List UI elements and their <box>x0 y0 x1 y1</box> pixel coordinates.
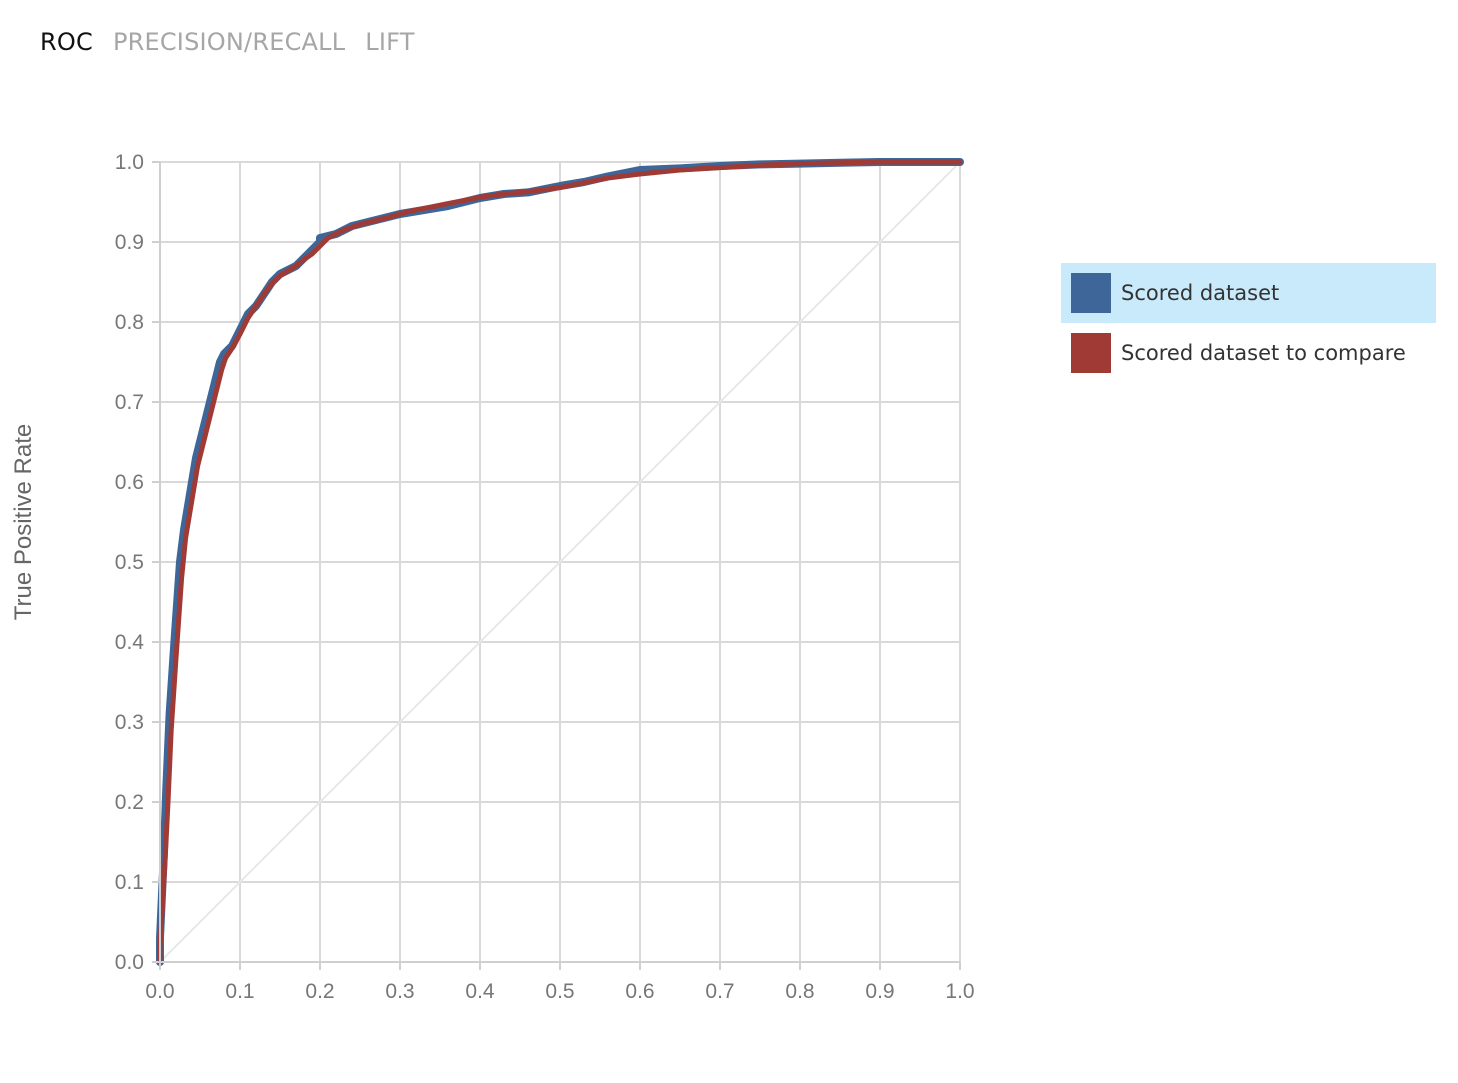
x-tick-label: 0.8 <box>785 980 814 1003</box>
y-tick-label: 0.0 <box>115 951 144 974</box>
chart-series <box>156 158 964 966</box>
legend-swatch-red <box>1071 333 1111 373</box>
x-tick-label: 0.3 <box>385 980 414 1003</box>
roc-chart: 0.0 0.1 0.2 0.3 0.4 0.5 0.6 0.7 0.8 0.9 1.0 0.0 0.1… <box>10 151 975 1003</box>
y-tick-label: 0.5 <box>115 551 144 574</box>
legend-label: Scored dataset to compare <box>1121 341 1406 365</box>
chart-grid <box>159 161 961 963</box>
legend-item-scored-dataset-to-compare[interactable]: Scored dataset to compare <box>1061 323 1436 383</box>
tab-roc[interactable]: ROC <box>40 28 93 56</box>
y-tick-label: 0.9 <box>115 231 144 254</box>
chart-legend: Scored dataset Scored dataset to compare <box>1061 263 1436 383</box>
x-tick-label: 0.9 <box>865 980 894 1003</box>
y-axis-label: True Positive Rate <box>10 424 37 621</box>
x-tick-labels: 0.0 0.1 0.2 0.3 0.4 0.5 0.6 0.7 0.8 0.9 1.0 <box>145 980 974 1003</box>
x-tick-label: 0.1 <box>225 980 254 1003</box>
y-tick-label: 1.0 <box>115 151 144 174</box>
chart-axes <box>152 161 961 970</box>
tab-precision-recall[interactable]: PRECISION/RECALL <box>112 28 346 56</box>
y-tick-label: 0.6 <box>115 471 144 494</box>
y-tick-label: 0.8 <box>115 311 144 334</box>
tab-lift[interactable]: LIFT <box>365 28 415 56</box>
x-tick-label: 1.0 <box>945 980 974 1003</box>
legend-swatch-blue <box>1071 273 1111 313</box>
chart-type-tabs: ROC PRECISION/RECALL LIFT <box>40 28 415 56</box>
y-tick-label: 0.4 <box>115 631 145 654</box>
legend-item-scored-dataset[interactable]: Scored dataset <box>1061 263 1436 323</box>
series-line-scored-dataset-to-compare <box>157 159 963 965</box>
y-tick-labels: 0.0 0.1 0.2 0.3 0.4 0.5 0.6 0.7 0.8 0.9 1.0 <box>115 151 145 974</box>
y-tick-label: 0.2 <box>115 791 144 814</box>
x-tick-label: 0.5 <box>545 980 574 1003</box>
y-tick-label: 0.7 <box>115 391 144 414</box>
x-tick-label: 0.0 <box>145 980 174 1003</box>
diagonal-reference-line <box>159 161 961 963</box>
legend-label: Scored dataset <box>1121 281 1280 305</box>
y-tick-label: 0.3 <box>115 711 144 734</box>
x-tick-label: 0.2 <box>305 980 334 1003</box>
x-tick-label: 0.4 <box>465 980 495 1003</box>
x-tick-label: 0.6 <box>625 980 654 1003</box>
x-tick-label: 0.7 <box>705 980 734 1003</box>
y-tick-label: 0.1 <box>115 871 144 894</box>
